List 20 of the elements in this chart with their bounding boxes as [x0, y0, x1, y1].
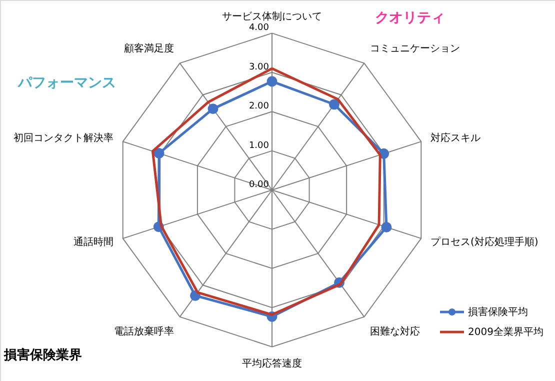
- spoke-label: 顧客満足度: [124, 42, 174, 55]
- legend-label: 2009全業界平均: [468, 326, 544, 338]
- y-tick-label: 0.00: [248, 180, 270, 190]
- spoke-label: サービス体制について: [222, 10, 322, 22]
- spoke-label: 平均応答速度: [242, 358, 302, 370]
- spoke-label: 電話放棄呼率: [114, 325, 174, 338]
- spoke-label: 通話時間: [74, 236, 114, 248]
- y-tick-label: 2.00: [248, 102, 270, 112]
- spoke-label: 対応スキル: [430, 132, 480, 144]
- spoke-label: コミュニケーション: [370, 44, 460, 55]
- y-tick-label: 4.00: [248, 23, 270, 34]
- text: 損害保険業界: [3, 347, 82, 363]
- spoke-label: プロセス(対応処理手順): [430, 236, 538, 248]
- spoke-label: 初回コンタクト解決率: [14, 132, 114, 144]
- legend-label: 損害保険平均: [468, 306, 528, 318]
- spoke-label: 困難な対応: [370, 325, 420, 338]
- y-tick-label: 3.00: [248, 62, 270, 72]
- text: クオリティ: [375, 10, 445, 26]
- text: パフォーマンス: [17, 75, 116, 91]
- y-tick-label: 1.00: [248, 140, 270, 151]
